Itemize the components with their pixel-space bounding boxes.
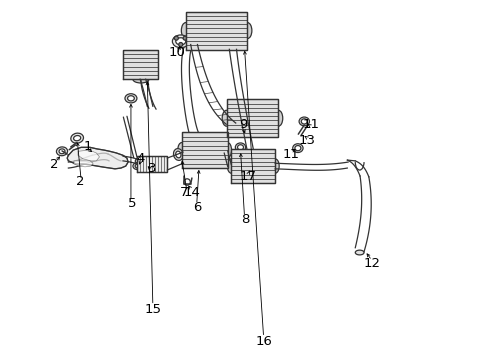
Ellipse shape bbox=[181, 23, 190, 39]
Ellipse shape bbox=[237, 145, 243, 150]
Ellipse shape bbox=[271, 159, 279, 173]
Polygon shape bbox=[226, 99, 278, 137]
Text: 15: 15 bbox=[144, 303, 161, 316]
Circle shape bbox=[179, 42, 183, 46]
Ellipse shape bbox=[73, 135, 81, 141]
Text: 4: 4 bbox=[137, 152, 145, 165]
Text: 11: 11 bbox=[303, 118, 319, 131]
Text: 12: 12 bbox=[363, 257, 380, 270]
Polygon shape bbox=[67, 147, 128, 169]
Polygon shape bbox=[78, 150, 99, 161]
Circle shape bbox=[183, 179, 190, 185]
Text: 3: 3 bbox=[147, 162, 156, 175]
Ellipse shape bbox=[127, 96, 134, 101]
Text: 9: 9 bbox=[239, 118, 247, 131]
Ellipse shape bbox=[173, 149, 183, 161]
Ellipse shape bbox=[133, 162, 142, 170]
Text: 7: 7 bbox=[179, 186, 188, 199]
Ellipse shape bbox=[135, 164, 140, 168]
Ellipse shape bbox=[299, 117, 309, 126]
Ellipse shape bbox=[71, 133, 83, 143]
Circle shape bbox=[174, 36, 178, 40]
Text: 17: 17 bbox=[240, 170, 257, 183]
Polygon shape bbox=[123, 50, 158, 80]
Text: 6: 6 bbox=[193, 201, 201, 215]
Text: 5: 5 bbox=[128, 197, 136, 210]
Ellipse shape bbox=[301, 119, 306, 124]
Ellipse shape bbox=[294, 145, 300, 151]
Ellipse shape bbox=[59, 149, 65, 154]
Ellipse shape bbox=[227, 159, 235, 173]
Ellipse shape bbox=[273, 110, 282, 126]
Polygon shape bbox=[231, 149, 275, 183]
Ellipse shape bbox=[56, 147, 67, 156]
Polygon shape bbox=[182, 132, 227, 168]
Ellipse shape bbox=[222, 110, 230, 126]
Text: 11: 11 bbox=[283, 148, 300, 161]
Ellipse shape bbox=[125, 94, 137, 103]
Polygon shape bbox=[185, 12, 247, 50]
Text: 14: 14 bbox=[183, 186, 200, 199]
Ellipse shape bbox=[223, 143, 231, 158]
Circle shape bbox=[183, 36, 187, 40]
Ellipse shape bbox=[135, 157, 146, 166]
Text: 1: 1 bbox=[84, 140, 92, 153]
Text: 8: 8 bbox=[241, 213, 249, 226]
Text: 16: 16 bbox=[255, 335, 271, 348]
Polygon shape bbox=[137, 157, 167, 172]
Ellipse shape bbox=[133, 76, 148, 83]
Text: 13: 13 bbox=[298, 134, 315, 148]
Text: 2: 2 bbox=[50, 158, 58, 171]
Polygon shape bbox=[74, 161, 93, 167]
Text: 10: 10 bbox=[168, 46, 185, 59]
Text: 2: 2 bbox=[76, 175, 84, 189]
Ellipse shape bbox=[243, 23, 251, 39]
Ellipse shape bbox=[355, 250, 363, 255]
Ellipse shape bbox=[172, 35, 189, 48]
Ellipse shape bbox=[175, 38, 185, 45]
Ellipse shape bbox=[178, 143, 185, 158]
Ellipse shape bbox=[235, 143, 245, 152]
Ellipse shape bbox=[175, 151, 181, 158]
Ellipse shape bbox=[138, 159, 144, 164]
Ellipse shape bbox=[292, 144, 303, 153]
